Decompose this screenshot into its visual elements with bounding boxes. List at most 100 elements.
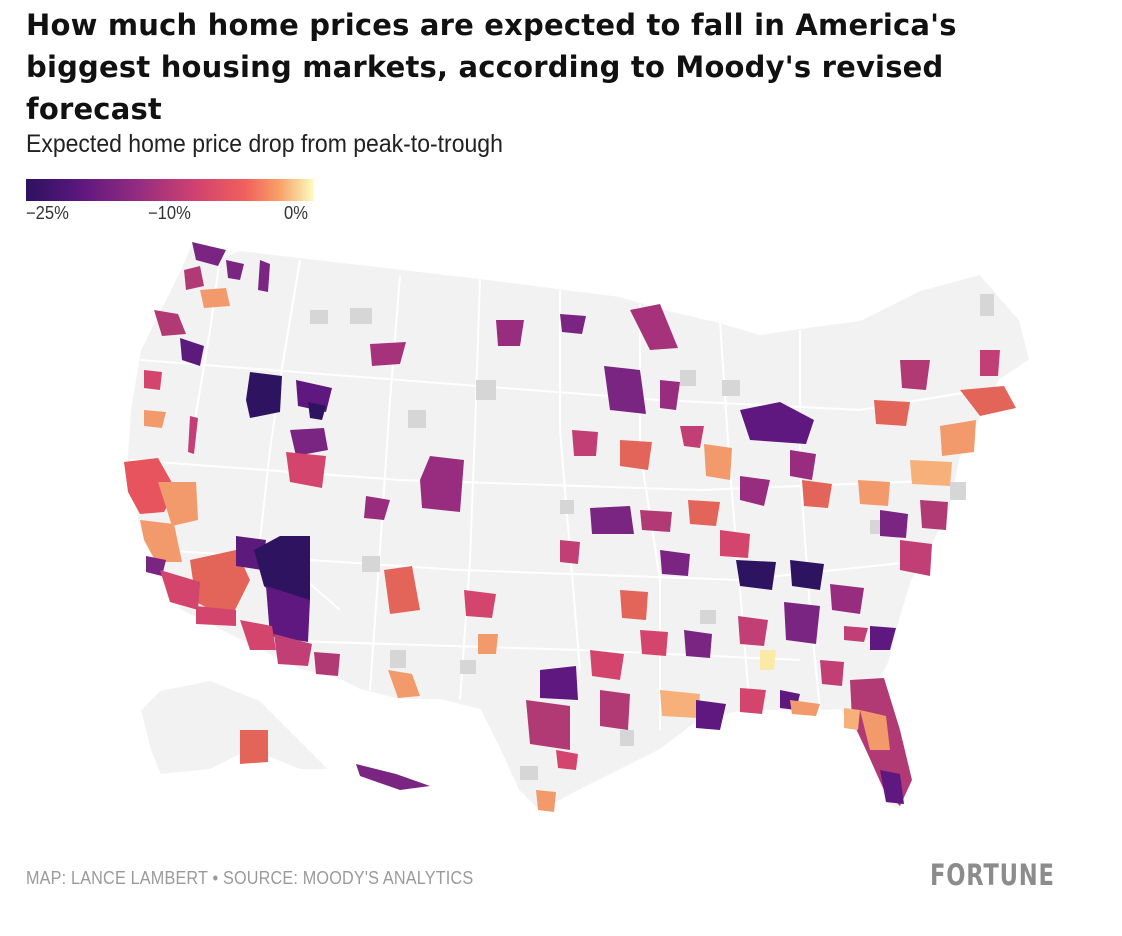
source-credit: MAP: LANCE LAMBERT • SOURCE: MOODY'S ANA… [26,868,474,888]
metro-region [620,730,634,746]
metro-region [160,570,200,610]
metro-region [388,670,420,698]
metro-region [464,590,496,618]
metro-region [266,586,310,642]
metro-region [980,350,1000,376]
metro-region [356,764,430,790]
metro-region [620,590,648,620]
metro-region [184,266,204,290]
metro-region [196,606,236,626]
metro-region [688,500,720,526]
metro-region [880,510,908,538]
metro-region [254,536,310,600]
legend-label-max: 0% [284,203,308,223]
metro-region [640,510,672,532]
metro-region [880,770,904,804]
metro-region [680,370,696,386]
metro-areas [124,242,1016,812]
metro-region [476,380,496,400]
metro-region [240,730,268,764]
metro-region [844,626,868,642]
metro-region [660,380,680,410]
metro-region [144,370,162,390]
metro-region [660,550,690,576]
metro-region [802,480,832,508]
metro-region [830,584,864,614]
metro-region [560,314,586,334]
metro-region [314,652,340,676]
metro-region [274,634,312,666]
metro-region [200,288,230,308]
metro-region [860,710,890,750]
metro-region [790,450,816,480]
metro-region [680,426,704,448]
metro-region [540,666,578,700]
metro-region [740,402,814,444]
metro-region [286,452,326,488]
chart-subtitle: Expected home price drop from peak-to-tr… [26,130,503,158]
metro-region [536,790,556,812]
metro-region [910,460,952,486]
metro-region [630,304,678,350]
metro-region [460,660,476,674]
legend-gradient-bar [26,179,314,201]
metro-region [950,482,966,500]
metro-region [384,566,420,614]
metro-region [364,496,390,520]
metro-region [760,650,776,670]
metro-region [738,616,768,646]
metro-region [144,410,166,428]
us-metro-map [124,240,1032,814]
metro-region [590,650,624,680]
chart-title: How much home prices are expected to fal… [26,8,957,126]
metro-region [408,410,426,428]
legend-label-mid: −10% [148,203,191,223]
metro-region [722,380,740,396]
metro-region [784,602,820,644]
metro-region [940,420,976,456]
metro-region [960,386,1016,416]
metro-region [696,700,726,730]
metro-region [246,372,282,418]
metro-region [604,366,646,414]
metro-region [362,556,380,572]
metro-region [620,440,652,470]
metro-region [192,242,226,266]
metro-region [556,750,578,770]
metro-region [124,458,176,514]
metro-region [660,690,700,718]
metro-region [478,634,498,654]
metro-region [790,700,820,716]
metro-region [720,530,750,558]
metro-region [740,476,770,506]
metro-region [308,402,326,420]
metro-region [154,310,186,336]
metro-region [980,294,994,316]
metro-region [920,500,948,530]
metro-region [820,660,844,686]
metro-region [140,520,182,562]
metro-region [526,700,570,750]
metro-region [700,610,716,624]
metro-region [190,550,250,620]
metro-region [640,630,668,656]
metro-region [350,308,372,324]
metro-region [520,766,538,780]
metro-region [290,428,328,456]
color-legend: −25% −10% 0% [26,179,314,229]
metro-region [572,430,598,456]
metro-region [740,688,766,714]
metro-region [590,506,634,534]
metro-region [310,310,328,324]
metro-region [844,708,860,730]
metro-region [560,540,580,564]
legend-label-min: −25% [26,203,69,223]
metro-region [240,620,276,650]
metro-region [560,500,574,514]
metro-region [420,456,464,512]
metro-region [258,260,270,292]
metro-region [870,626,896,650]
metro-region [736,560,776,590]
metro-region [900,540,932,576]
metro-region [226,260,244,280]
